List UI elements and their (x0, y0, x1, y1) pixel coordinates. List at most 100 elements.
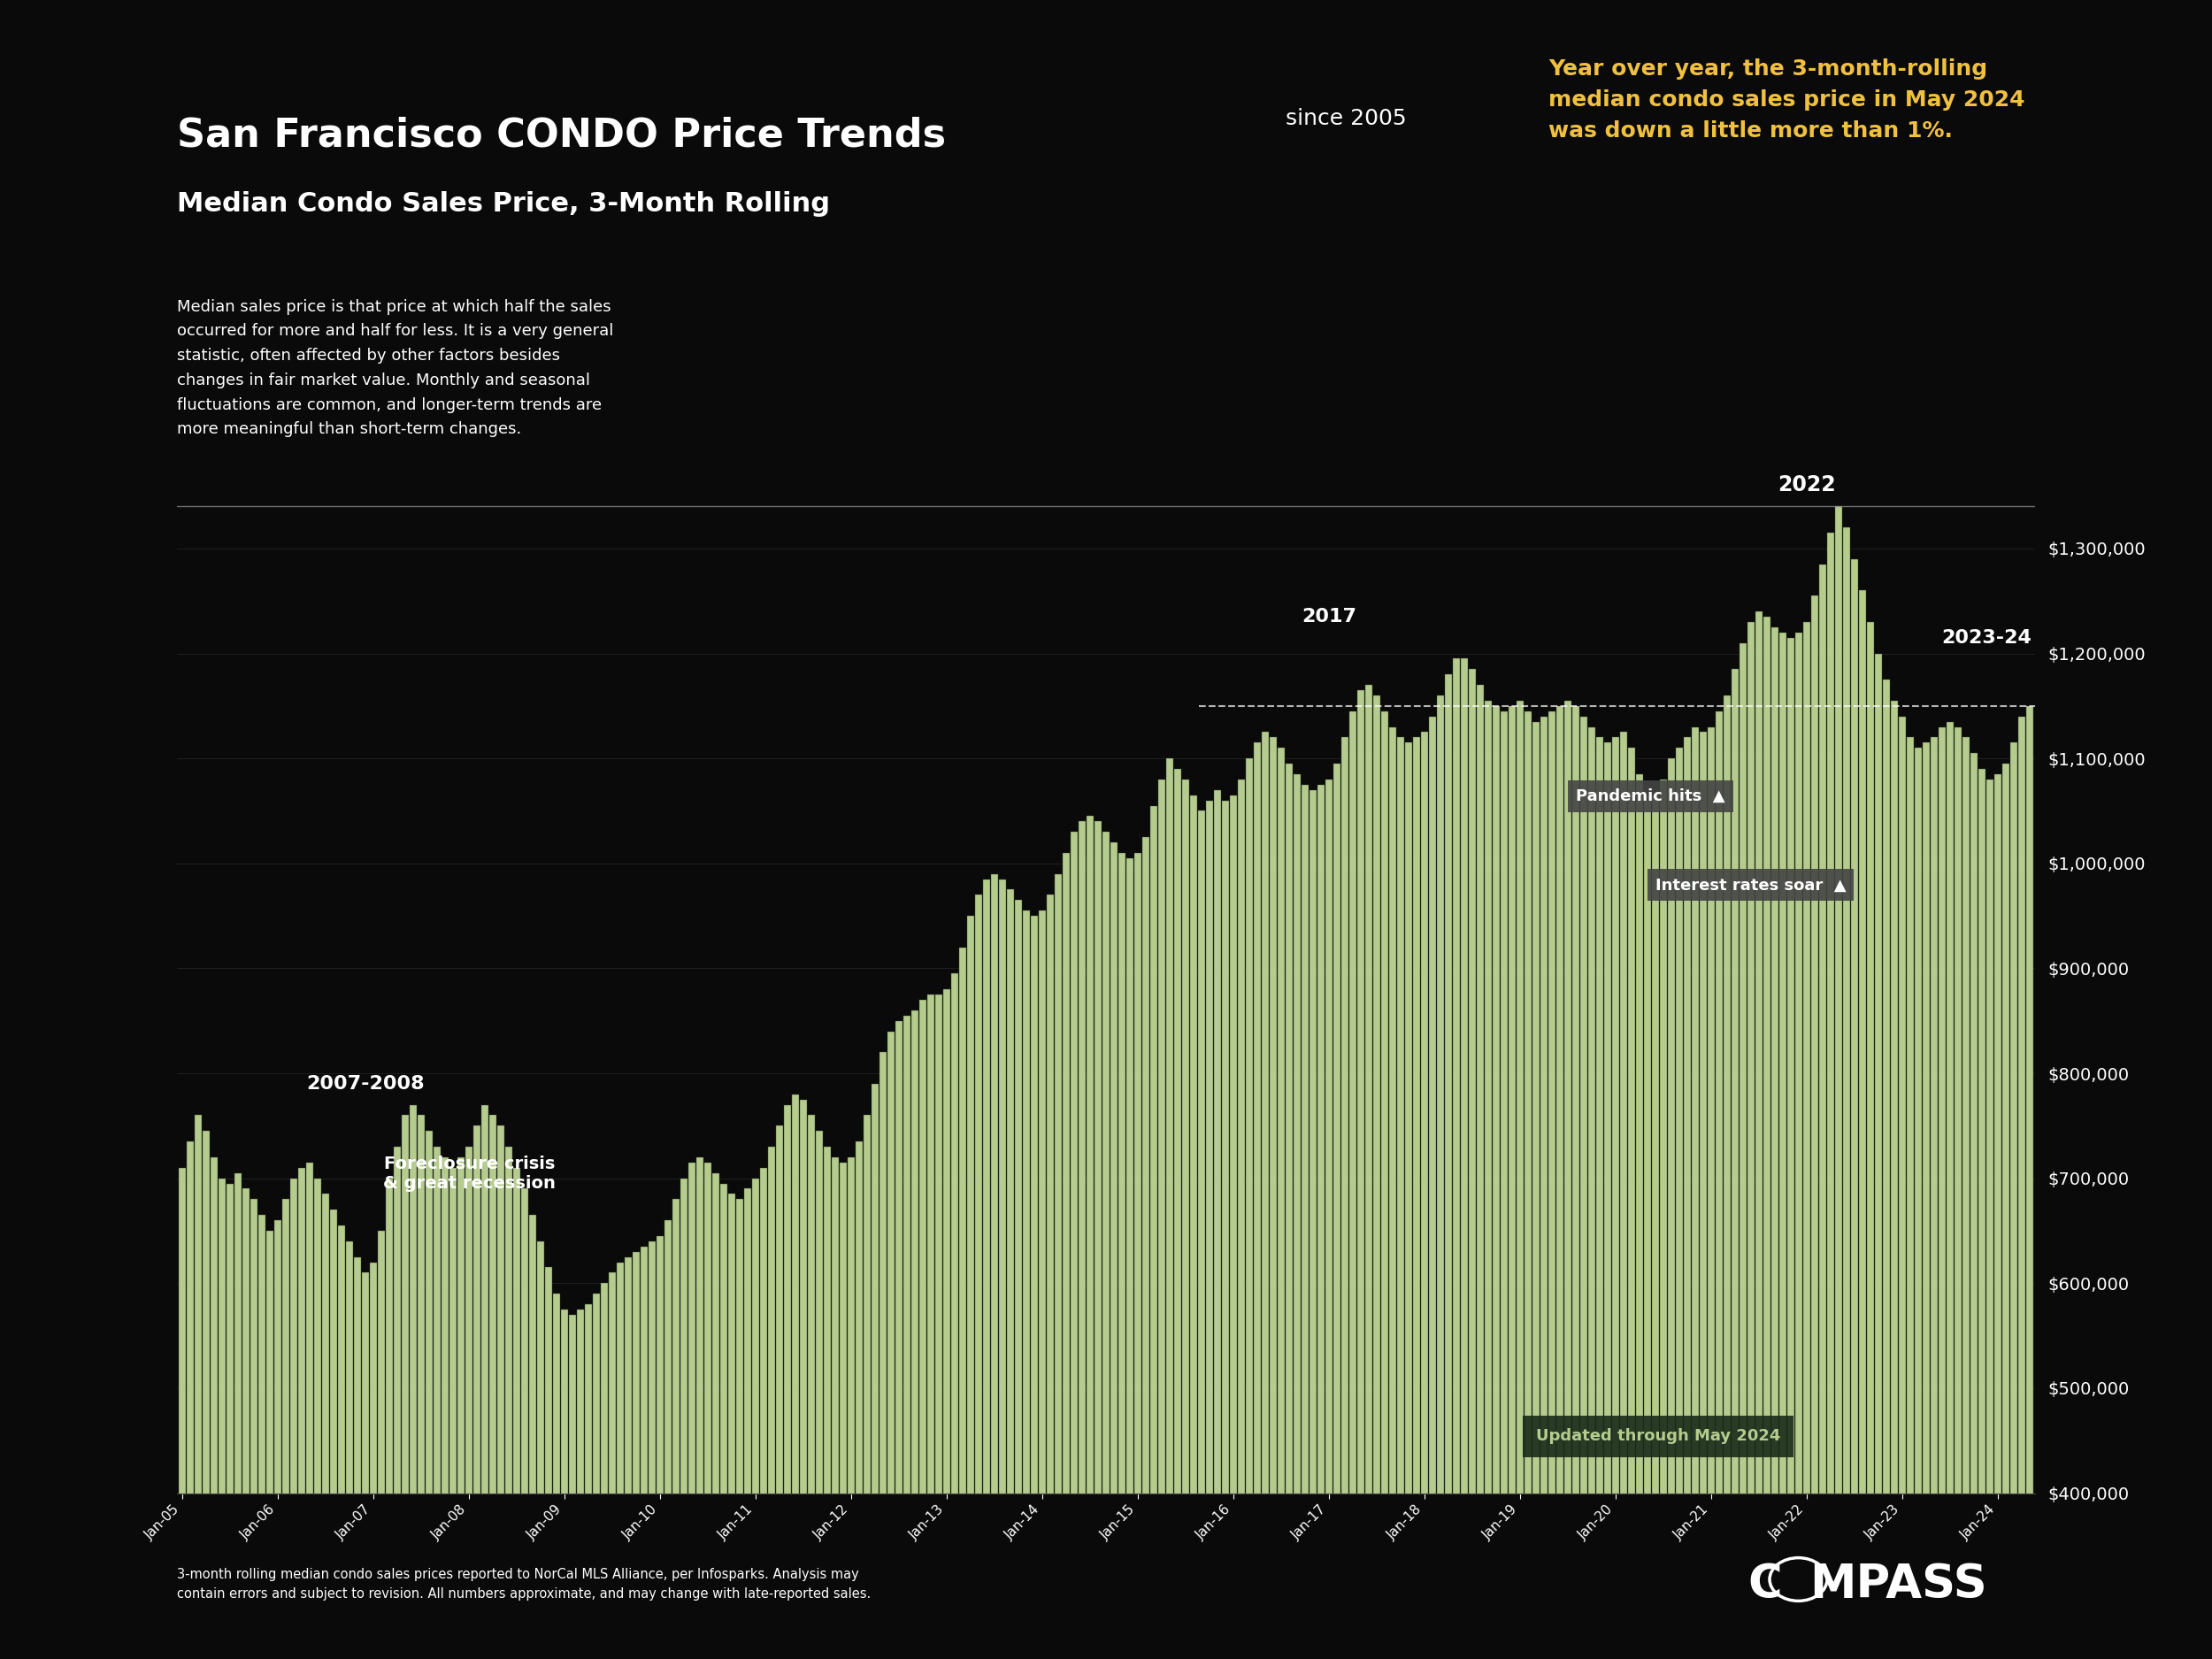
Bar (991, 874, 998, 1659)
Bar (1916, 748, 1922, 1659)
Bar (1739, 644, 1745, 1659)
Bar (1221, 800, 1230, 1659)
Bar (1962, 737, 1969, 1659)
Bar (1898, 717, 1905, 1659)
Bar (1708, 727, 1714, 1659)
Bar (1573, 707, 1579, 1659)
Bar (1469, 669, 1475, 1659)
Bar (633, 1251, 639, 1659)
Bar (1340, 737, 1347, 1659)
Bar (513, 1168, 520, 1659)
Bar (936, 994, 942, 1659)
Bar (427, 1131, 434, 1659)
Bar (434, 1146, 440, 1659)
Bar (1453, 659, 1460, 1659)
Bar (568, 1314, 575, 1659)
Bar (1579, 717, 1586, 1659)
Bar (219, 1178, 226, 1659)
Bar (553, 1294, 560, 1659)
Bar (1947, 722, 1953, 1659)
Bar (1031, 916, 1037, 1659)
Bar (562, 1309, 568, 1659)
Bar (290, 1178, 296, 1659)
Bar (299, 1168, 305, 1659)
Bar (1812, 596, 1818, 1659)
Bar (418, 1115, 425, 1659)
Bar (825, 1146, 832, 1659)
Bar (1564, 700, 1571, 1659)
Bar (807, 1115, 814, 1659)
Bar (896, 1020, 902, 1659)
Bar (1420, 732, 1427, 1659)
Bar (1787, 637, 1794, 1659)
Bar (1438, 695, 1444, 1659)
Bar (1374, 695, 1380, 1659)
Bar (1214, 790, 1221, 1659)
Bar (1301, 785, 1310, 1659)
Bar (706, 1163, 712, 1659)
Bar (1818, 564, 1825, 1659)
Bar (482, 1105, 489, 1659)
Bar (1405, 743, 1411, 1659)
Bar (2011, 743, 2017, 1659)
Bar (179, 1168, 186, 1659)
Bar (1095, 821, 1102, 1659)
Bar (648, 1241, 655, 1659)
Text: Median Condo Sales Price, 3-Month Rolling: Median Condo Sales Price, 3-Month Rollin… (177, 191, 830, 216)
Bar (1971, 753, 1978, 1659)
Bar (1938, 727, 1944, 1659)
Bar (1891, 700, 1898, 1659)
Bar (1597, 737, 1604, 1659)
Bar (2017, 717, 2024, 1659)
Bar (816, 1131, 823, 1659)
Bar (608, 1272, 615, 1659)
Bar (1628, 748, 1635, 1659)
Bar (768, 1146, 774, 1659)
Text: since 2005: since 2005 (1279, 108, 1407, 129)
Bar (1380, 712, 1387, 1659)
Bar (467, 1146, 473, 1659)
Bar (1796, 632, 1803, 1659)
Text: MPASS: MPASS (1809, 1561, 1986, 1608)
Bar (1444, 675, 1451, 1659)
Bar (1150, 806, 1157, 1659)
Bar (323, 1194, 330, 1659)
Bar (369, 1262, 376, 1659)
Bar (1978, 768, 1984, 1659)
Bar (204, 1131, 210, 1659)
Bar (449, 1168, 456, 1659)
Bar (1604, 743, 1610, 1659)
Bar (507, 1146, 513, 1659)
Bar (1995, 775, 2002, 1659)
Bar (1723, 695, 1730, 1659)
Bar (1062, 853, 1071, 1659)
Bar (1931, 737, 1938, 1659)
Bar (1619, 732, 1626, 1659)
Bar (1046, 894, 1053, 1659)
Bar (1922, 743, 1929, 1659)
Bar (1509, 707, 1515, 1659)
Bar (1478, 685, 1484, 1659)
Bar (841, 1163, 847, 1659)
Bar (1199, 811, 1206, 1659)
Bar (409, 1105, 416, 1659)
Bar (832, 1158, 838, 1659)
Bar (259, 1214, 265, 1659)
Text: 2022: 2022 (1778, 474, 1836, 494)
Bar (1239, 780, 1245, 1659)
Bar (1310, 790, 1316, 1659)
Bar (1484, 700, 1491, 1659)
Bar (1668, 758, 1674, 1659)
Bar (268, 1231, 274, 1659)
Bar (847, 1158, 854, 1659)
Bar (2026, 707, 2033, 1659)
Bar (1803, 622, 1809, 1659)
Bar (681, 1178, 688, 1659)
Bar (1000, 879, 1006, 1659)
Bar (887, 1032, 894, 1659)
Bar (1955, 727, 1962, 1659)
Text: 3-month rolling median condo sales prices reported to NorCal MLS Alliance, per I: 3-month rolling median condo sales price… (177, 1568, 872, 1601)
Bar (1460, 659, 1467, 1659)
Bar (785, 1105, 792, 1659)
Bar (363, 1272, 369, 1659)
